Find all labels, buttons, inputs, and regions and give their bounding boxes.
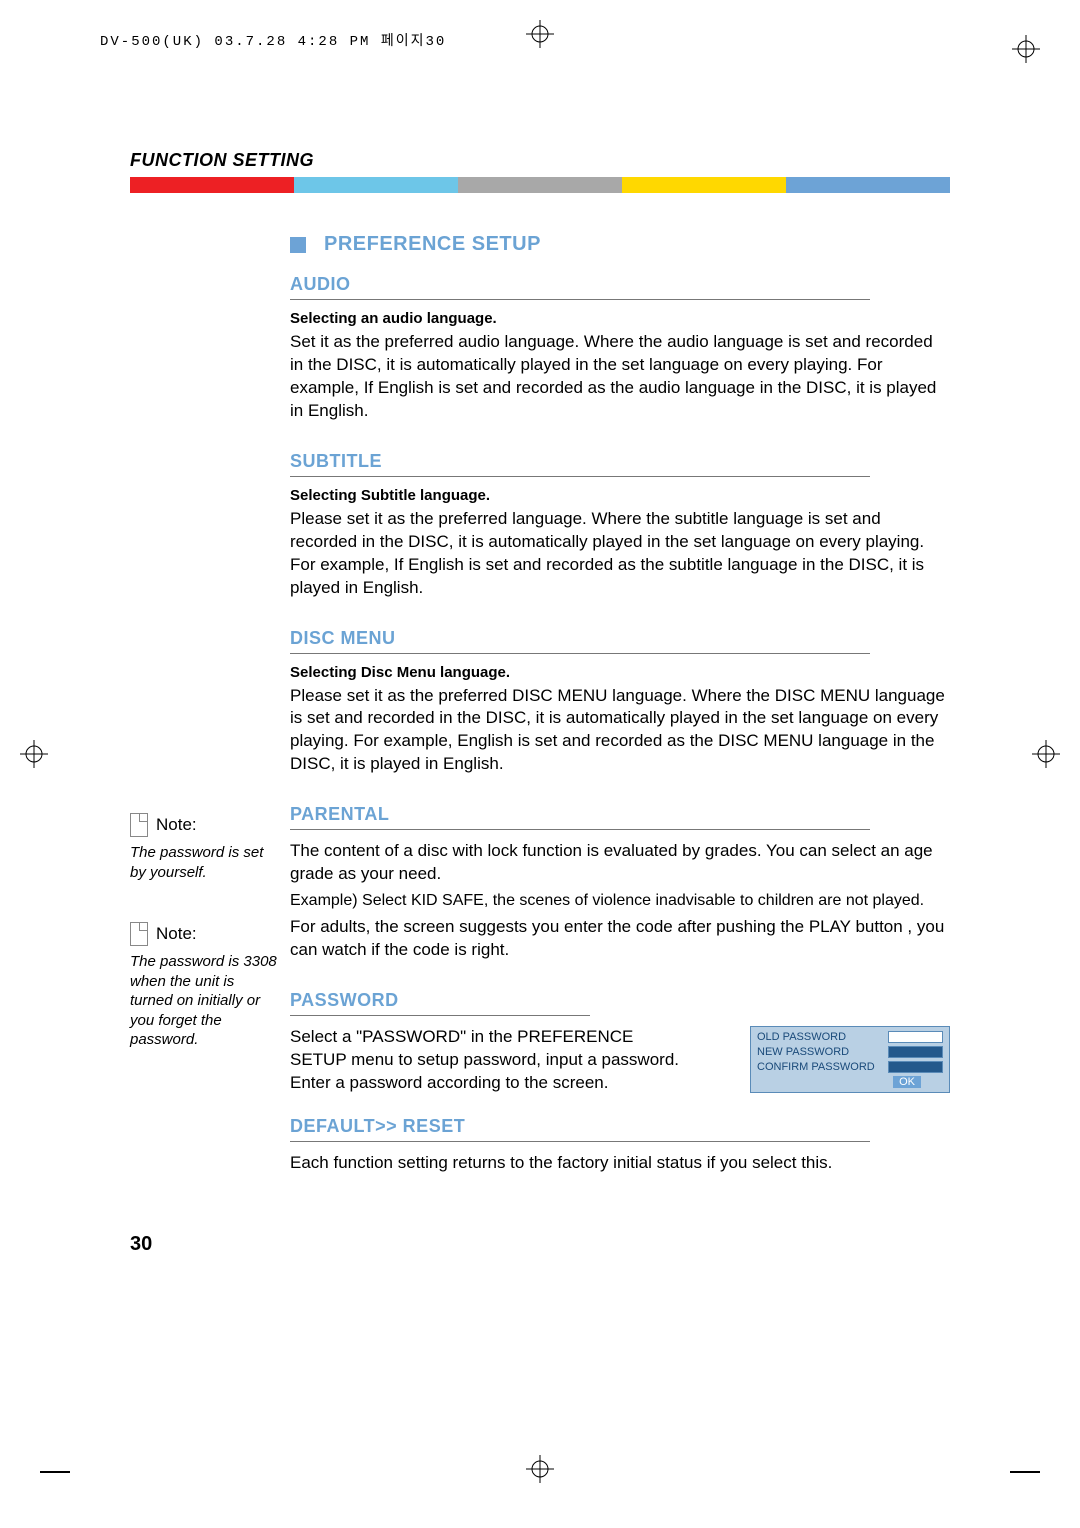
subtitle-body: Please set it as the preferred language.… (290, 508, 950, 600)
bar-seg-1 (130, 177, 294, 193)
note2-label: Note: (156, 924, 197, 944)
new-password-field[interactable] (888, 1046, 943, 1058)
section-title: FUNCTION SETTING (130, 150, 950, 171)
crop-mark-br (1010, 1471, 1040, 1473)
crop-mark-bl (40, 1471, 70, 1473)
crop-mark-bottom (526, 1455, 554, 1488)
password-dialog: OLD PASSWORD NEW PASSWORD CONFIRM PASSWO… (750, 1026, 950, 1093)
discmenu-bold: Selecting Disc Menu language. (290, 664, 950, 681)
note2-head: Note: (130, 922, 280, 946)
bar-seg-4 (622, 177, 786, 193)
page-content: FUNCTION SETTING Note: The password is s… (130, 150, 950, 1256)
crop-mark-left (20, 740, 48, 773)
old-password-field[interactable] (888, 1031, 943, 1043)
new-password-label: NEW PASSWORD (757, 1046, 849, 1058)
subtitle-bold: Selecting Subtitle language. (290, 487, 950, 504)
rule (290, 829, 870, 830)
main-content: PREFERENCE SETUP AUDIO Selecting an audi… (290, 233, 950, 1203)
print-header: DV-500(UK) 03.7.28 4:28 PM 페이지30 (100, 30, 446, 50)
crop-mark-top (526, 20, 554, 53)
color-bar (130, 177, 950, 193)
parental-body2: For adults, the screen suggests you ente… (290, 916, 950, 962)
default-body: Each function setting returns to the fac… (290, 1152, 950, 1175)
confirm-password-field[interactable] (888, 1061, 943, 1073)
note1-body: The password is set by yourself. (130, 843, 280, 882)
page-number: 30 (130, 1233, 950, 1256)
note-icon (130, 813, 148, 837)
audio-body: Set it as the preferred audio language. … (290, 331, 950, 423)
note1-head: Note: (130, 813, 280, 837)
bar-seg-2 (294, 177, 458, 193)
ok-button[interactable]: OK (893, 1076, 921, 1088)
note1-label: Note: (156, 815, 197, 835)
parental-example: Example) Select KID SAFE, the scenes of … (290, 892, 950, 910)
parental-heading: PARENTAL (290, 804, 950, 825)
password-body: Select a "PASSWORD" in the PREFERENCE SE… (290, 1026, 690, 1095)
bar-seg-5 (786, 177, 950, 193)
bar-seg-3 (458, 177, 622, 193)
confirm-password-label: CONFIRM PASSWORD (757, 1061, 875, 1073)
old-password-label: OLD PASSWORD (757, 1031, 846, 1043)
preference-title: PREFERENCE SETUP (324, 233, 541, 256)
accent-square (290, 237, 306, 253)
discmenu-heading: DISC MENU (290, 628, 950, 649)
rule (290, 653, 870, 654)
parental-body1: The content of a disc with lock function… (290, 840, 950, 886)
crop-mark-right (1032, 740, 1060, 773)
rule (290, 476, 870, 477)
default-heading: DEFAULT>> RESET (290, 1116, 950, 1137)
rule (290, 1015, 590, 1016)
password-heading: PASSWORD (290, 990, 950, 1011)
subtitle-heading: SUBTITLE (290, 451, 950, 472)
rule (290, 1141, 870, 1142)
crop-mark-tr (1012, 35, 1040, 68)
note2-body: The password is 3308 when the unit is tu… (130, 952, 280, 1050)
rule (290, 299, 870, 300)
audio-heading: AUDIO (290, 274, 950, 295)
audio-bold: Selecting an audio language. (290, 310, 950, 327)
side-notes: Note: The password is set by yourself. N… (130, 233, 290, 1203)
discmenu-body: Please set it as the preferred DISC MENU… (290, 685, 950, 777)
note-icon (130, 922, 148, 946)
